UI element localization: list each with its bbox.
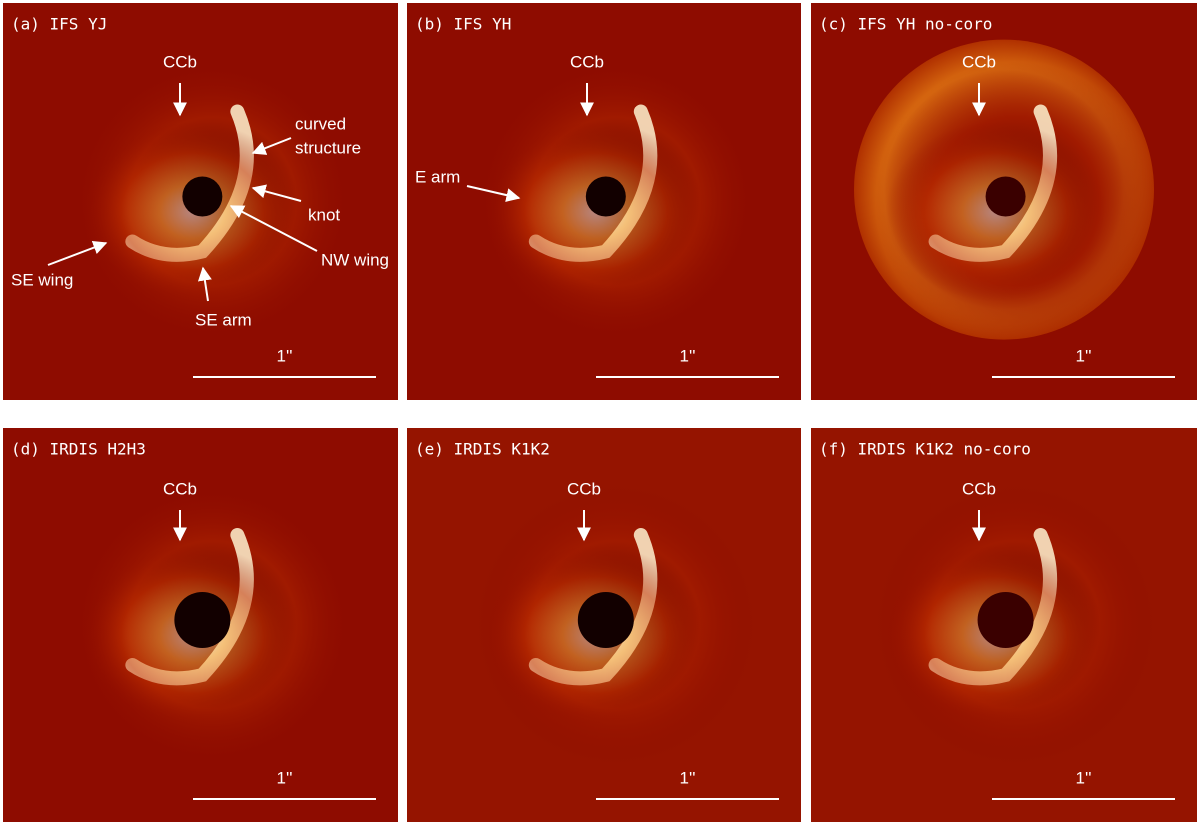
annotation: CCb [570,52,604,71]
panel: (b) IFS YH CCb E arm 1'' [407,3,801,400]
coronagraph [985,176,1026,217]
annotation: CCb [962,52,996,71]
coronagraph [182,176,223,217]
annotation: CCb [567,479,601,498]
annotation: knot [308,205,340,224]
coronagraph [174,592,231,648]
coronagraph [977,592,1034,648]
scale-bar-label: 1'' [680,346,696,365]
panel: (a) IFS YJ CCb curved structure knot NW wing S… [3,3,398,400]
arrow [47,240,108,266]
panel-title: (c) IFS YH no-coro [819,15,992,34]
panel-title: (e) IRDIS K1K2 [415,440,550,459]
coronagraph [577,592,634,648]
panel: (c) IFS YH no-coro CCb 1'' [811,3,1197,400]
scale-bar-label: 1'' [277,768,293,787]
arrow [197,266,212,302]
arrow [251,137,292,155]
scale-bar-label: 1'' [277,346,293,365]
annotation: SE wing [11,270,73,289]
panel-title: (d) IRDIS H2H3 [11,440,146,459]
scale-bar-label: 1'' [1076,768,1092,787]
arrow [466,185,521,202]
arrow [251,184,302,202]
annotation: CCb [962,479,996,498]
coronagraph [585,176,626,217]
annotation: E arm [415,167,460,186]
annotation: NW wing [321,250,389,269]
scale-bar-label: 1'' [680,768,696,787]
annotation: structure [295,138,361,157]
panel-title: (b) IFS YH [415,15,511,34]
panel-title: (f) IRDIS K1K2 no-coro [819,440,1031,459]
panel: (e) IRDIS K1K2 CCb 1'' [407,428,801,822]
panel: (f) IRDIS K1K2 no-coro CCb 1'' [811,428,1197,822]
annotation: curved [295,114,346,133]
annotation: CCb [163,479,197,498]
annotation: CCb [163,52,197,71]
panel: (d) IRDIS H2H3 CCb 1'' [3,428,398,822]
panel-title: (a) IFS YJ [11,15,107,34]
scale-bar-label: 1'' [1076,346,1092,365]
arrow [229,205,318,252]
annotation: SE arm [195,310,252,329]
